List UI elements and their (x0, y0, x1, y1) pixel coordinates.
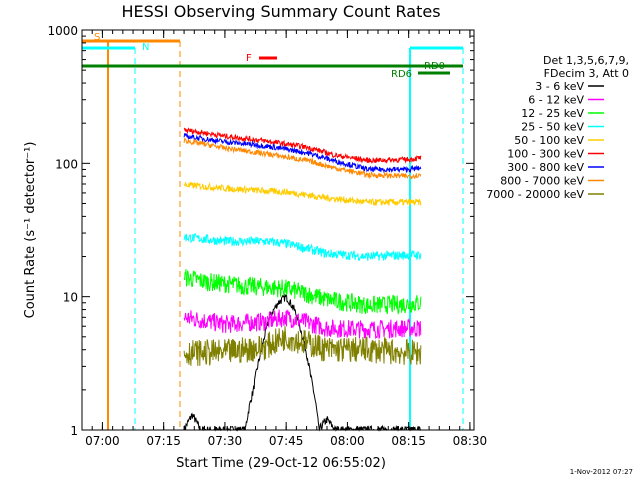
legend-entry-label: 12 - 25 keV (521, 107, 584, 120)
legend-entry-label: 6 - 12 keV (528, 94, 584, 107)
legend-entry-label: 3 - 6 keV (535, 80, 584, 93)
series-line-7 (183, 138, 422, 181)
series-line-0 (183, 293, 422, 432)
rd6-flag-label: RD6 (391, 69, 412, 80)
legend-entry-label: 100 - 300 keV (507, 148, 584, 161)
series-line-5 (183, 127, 422, 164)
x-tick-label: 07:00 (85, 434, 120, 448)
footer-timestamp: 1-Nov-2012 07:27 (570, 468, 633, 476)
plot-frame (81, 29, 475, 431)
saa-flag-label: S (94, 32, 100, 43)
legend-entry-label: 7000 - 20000 keV (486, 188, 584, 201)
flag-layer: S N F RD0 RD6 (82, 32, 464, 430)
y-axis-label: Count Rate (s⁻¹ detector⁻¹) (23, 142, 38, 319)
legend-header-line-2: FDecim 3, Att 0 (544, 67, 629, 80)
x-axis-label: Start Time (29-Oct-12 06:55:02) (176, 456, 386, 471)
x-tick-label: 08:00 (330, 434, 365, 448)
series-line-3 (183, 233, 422, 262)
series-line-2 (183, 269, 422, 315)
legend: Det 1,3,5,6,7,9, FDecim 3, Att 0 3 - 6 k… (486, 54, 629, 201)
y-tick-label: 1000 (47, 24, 78, 38)
y-tick-label: 100 (55, 157, 78, 171)
series-line-4 (183, 181, 422, 207)
y-tick-label: 1 (70, 424, 78, 438)
series-line-1 (183, 309, 422, 340)
legend-entry-label: 300 - 800 keV (507, 161, 584, 174)
rd0-flag-label: RD0 (424, 61, 445, 72)
legend-entry-label: 25 - 50 keV (521, 121, 584, 134)
legend-entry-label: 800 - 7000 keV (500, 175, 584, 188)
x-tick-label: 08:30 (453, 434, 488, 448)
series-line-8 (183, 326, 422, 366)
flare-flag-label: F (246, 53, 252, 64)
series-layer (183, 127, 422, 432)
axis-layer: 07:00 07:15 07:30 07:45 08:00 08:15 08:30 1 10 10… (47, 24, 487, 448)
night-flag-label: N (142, 42, 149, 53)
legend-entry-label: 50 - 100 keV (514, 134, 584, 147)
y-tick-label: 10 (63, 291, 78, 305)
x-tick-label: 08:15 (391, 434, 426, 448)
legend-header-line-1: Det 1,3,5,6,7,9, (543, 54, 629, 67)
x-tick-label: 07:45 (269, 434, 304, 448)
x-tick-label: 07:15 (146, 434, 181, 448)
series-line-6 (183, 133, 422, 174)
chart-title: HESSI Observing Summary Count Rates (121, 2, 440, 21)
x-tick-label: 07:30 (208, 434, 243, 448)
